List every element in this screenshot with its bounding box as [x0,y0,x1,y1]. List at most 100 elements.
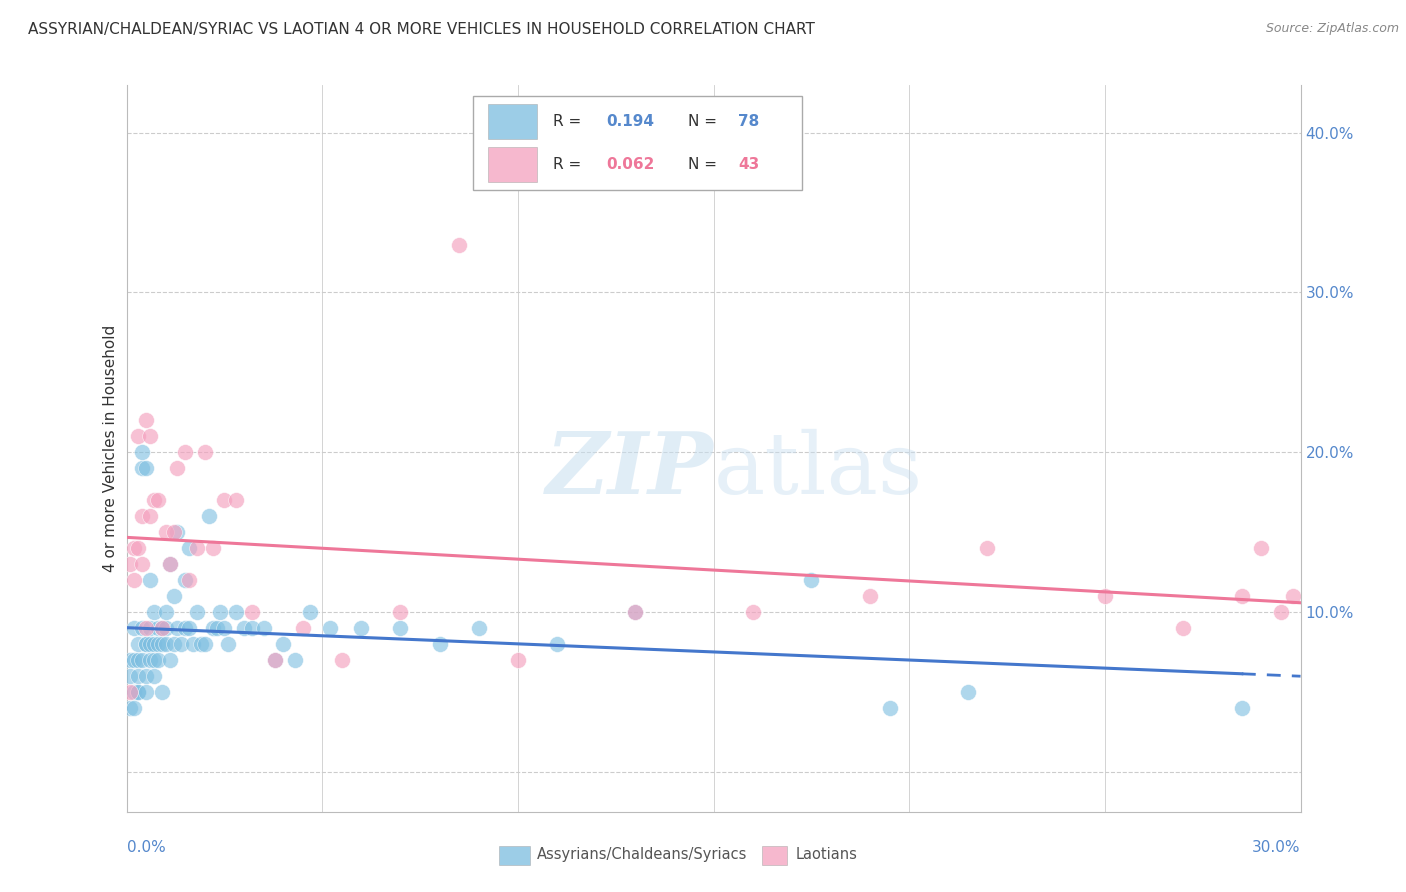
Point [131,509,153,524]
Point [174,445,197,459]
Point [142,669,165,683]
Point [201,621,224,635]
Point [170,637,193,651]
Point [350,621,373,635]
Point [146,653,169,667]
Text: atlas: atlas [713,428,922,512]
Point [859,589,882,603]
Point [186,605,208,619]
Text: N =: N = [688,113,721,128]
Point [1230,701,1253,715]
Point [150,621,173,635]
Point [127,669,149,683]
Point [135,637,157,651]
Point [127,685,149,699]
Text: R =: R = [553,157,586,172]
Point [1230,589,1253,603]
Point [124,701,146,715]
Point [214,493,236,508]
Point [299,605,322,619]
Point [124,685,146,699]
Point [174,621,197,635]
Point [146,637,169,651]
Text: 43: 43 [738,157,759,172]
Text: N =: N = [688,157,721,172]
Point [624,605,647,619]
Point [1094,589,1116,603]
Point [139,429,162,443]
Point [179,541,201,555]
Point [217,637,239,651]
Point [271,637,294,651]
Y-axis label: 4 or more Vehicles in Household: 4 or more Vehicles in Household [103,325,118,572]
Point [139,509,162,524]
Point [127,653,149,667]
Point [139,653,162,667]
Point [159,557,181,571]
Point [800,573,823,587]
Text: ZIP: ZIP [546,428,713,512]
Point [135,461,157,475]
Point [155,525,177,540]
Point [1281,589,1303,603]
Point [155,621,177,635]
Text: Assyrians/Chaldeans/Syriacs: Assyrians/Chaldeans/Syriacs [537,847,748,862]
Point [197,509,219,524]
Text: ASSYRIAN/CHALDEAN/SYRIAC VS LAOTIAN 4 OR MORE VEHICLES IN HOUSEHOLD CORRELATION : ASSYRIAN/CHALDEAN/SYRIAC VS LAOTIAN 4 OR… [28,22,815,37]
Point [1250,541,1272,555]
Point [150,621,173,635]
Point [124,621,146,635]
Point [956,685,979,699]
Point [264,653,287,667]
FancyBboxPatch shape [488,103,537,138]
Text: Source: ZipAtlas.com: Source: ZipAtlas.com [1265,22,1399,36]
FancyBboxPatch shape [488,147,537,182]
Text: 0.062: 0.062 [607,157,655,172]
Text: R =: R = [553,113,586,128]
Text: Laotians: Laotians [796,847,858,862]
Point [264,653,287,667]
Point [506,653,529,667]
Point [389,605,412,619]
Point [190,637,212,651]
Point [319,621,342,635]
Point [186,541,208,555]
Point [120,653,142,667]
Point [181,637,204,651]
Point [124,653,146,667]
Point [131,461,153,475]
Point [1173,621,1195,635]
Point [131,445,153,459]
Point [467,621,489,635]
Point [124,573,146,587]
Point [120,557,142,571]
Point [225,493,247,508]
Point [135,413,157,427]
Point [201,541,224,555]
Point [131,653,153,667]
Point [135,621,157,635]
Point [142,605,165,619]
Point [127,637,149,651]
Point [146,493,169,508]
Point [159,557,181,571]
Point [209,605,232,619]
Point [131,557,153,571]
Point [159,653,181,667]
Point [135,669,157,683]
Point [330,653,353,667]
Point [127,685,149,699]
Point [741,605,763,619]
Point [162,637,184,651]
Point [449,237,471,252]
Point [225,605,247,619]
Point [135,685,157,699]
Point [205,621,228,635]
Point [150,637,173,651]
Text: 78: 78 [738,113,759,128]
Point [150,685,173,699]
Point [252,621,274,635]
Point [142,637,165,651]
Point [214,621,236,635]
Point [179,573,201,587]
